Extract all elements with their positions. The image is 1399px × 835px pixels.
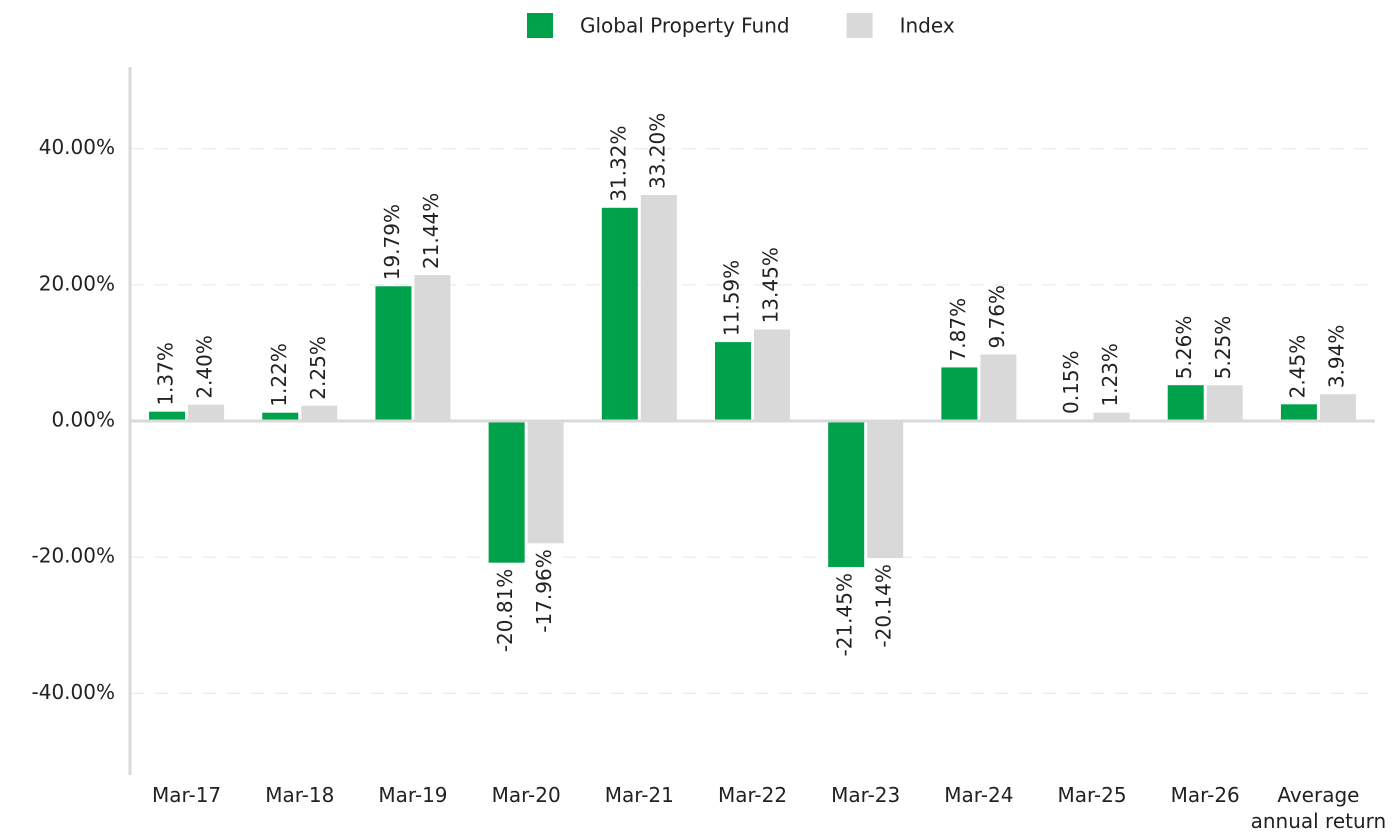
data-label: -21.45% bbox=[833, 573, 857, 656]
data-label: 13.45% bbox=[759, 247, 783, 323]
data-label: 2.25% bbox=[306, 336, 330, 400]
bar bbox=[1093, 412, 1130, 421]
x-tick-label: Mar-24 bbox=[944, 783, 1014, 807]
bar bbox=[980, 354, 1017, 421]
data-label: 5.25% bbox=[1211, 316, 1235, 380]
y-tick-label: 0.00% bbox=[51, 408, 115, 432]
data-label: 5.26% bbox=[1172, 316, 1196, 380]
data-label: 31.32% bbox=[606, 126, 630, 202]
data-label: 7.87% bbox=[946, 298, 970, 362]
bar bbox=[941, 367, 978, 421]
data-label: 9.76% bbox=[985, 285, 1009, 349]
legend-swatch bbox=[527, 13, 553, 38]
bar bbox=[867, 421, 904, 559]
data-label: 2.45% bbox=[1285, 335, 1309, 399]
bar bbox=[1206, 385, 1243, 421]
data-label: 21.44% bbox=[419, 193, 443, 269]
x-tick-label: Mar-25 bbox=[1057, 783, 1127, 807]
x-tick-label: Mar-23 bbox=[831, 783, 901, 807]
x-tick-label: Mar-21 bbox=[604, 783, 674, 807]
x-tick-label: Mar-26 bbox=[1170, 783, 1240, 807]
bar bbox=[1167, 385, 1204, 421]
bar bbox=[488, 421, 525, 563]
bar bbox=[715, 342, 751, 421]
bar bbox=[754, 329, 790, 421]
bar bbox=[149, 411, 186, 421]
bar bbox=[301, 405, 338, 421]
data-label: -20.81% bbox=[493, 569, 517, 652]
data-label: 1.37% bbox=[154, 342, 178, 406]
x-tick-label: Mar-20 bbox=[491, 783, 561, 807]
data-label: -20.14% bbox=[872, 564, 896, 647]
bar bbox=[1280, 404, 1317, 421]
x-tick-label: Mar-17 bbox=[152, 783, 222, 807]
x-tick-label: Mar-18 bbox=[265, 783, 335, 807]
bar bbox=[527, 421, 564, 544]
data-label: 33.20% bbox=[645, 113, 669, 189]
bar bbox=[188, 404, 225, 421]
bar bbox=[640, 194, 677, 421]
data-label: 3.94% bbox=[1324, 325, 1348, 389]
data-label: -17.96% bbox=[532, 549, 556, 632]
data-label: 19.79% bbox=[380, 204, 404, 280]
bar bbox=[601, 207, 638, 421]
bar bbox=[262, 412, 299, 421]
bar bbox=[1319, 394, 1356, 421]
x-tick-label: Average annual return bbox=[1250, 783, 1387, 833]
legend-label: Index bbox=[900, 14, 955, 38]
y-tick-label: 20.00% bbox=[39, 271, 115, 295]
x-tick-label: Mar-19 bbox=[378, 783, 448, 807]
data-label: 1.22% bbox=[267, 343, 291, 407]
bar bbox=[375, 286, 412, 421]
y-tick-label: -20.00% bbox=[32, 544, 115, 568]
data-label: 11.59% bbox=[720, 260, 744, 336]
y-tick-label: -40.00% bbox=[32, 680, 115, 704]
data-label: 1.23% bbox=[1098, 343, 1122, 407]
legend-swatch bbox=[846, 13, 873, 38]
data-label: 2.40% bbox=[193, 335, 217, 399]
bar bbox=[414, 275, 451, 421]
y-tick-label: 40.00% bbox=[39, 135, 115, 159]
legend-label: Global Property Fund bbox=[580, 14, 790, 38]
bar bbox=[828, 421, 865, 568]
x-tick-label: Mar-22 bbox=[717, 783, 788, 807]
data-label: 0.15% bbox=[1059, 350, 1083, 414]
